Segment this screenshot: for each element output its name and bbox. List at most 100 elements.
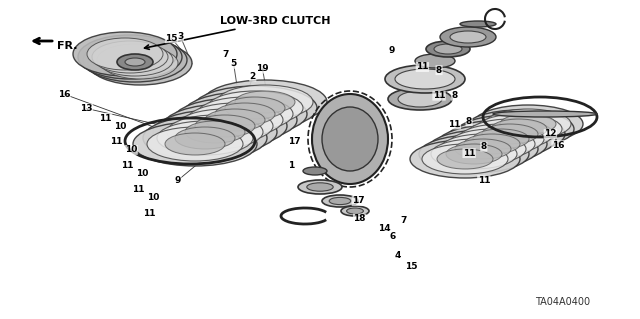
- Ellipse shape: [329, 197, 351, 204]
- Ellipse shape: [102, 47, 178, 79]
- Ellipse shape: [485, 109, 571, 139]
- Ellipse shape: [450, 31, 486, 43]
- Text: 7: 7: [222, 50, 228, 59]
- Text: 11: 11: [143, 209, 156, 218]
- Text: LOW-3RD CLUTCH: LOW-3RD CLUTCH: [145, 16, 330, 49]
- Ellipse shape: [203, 80, 327, 124]
- Ellipse shape: [464, 134, 520, 154]
- Ellipse shape: [322, 195, 358, 207]
- Text: 16: 16: [58, 90, 70, 99]
- Ellipse shape: [235, 91, 295, 113]
- Text: 16: 16: [552, 141, 564, 150]
- Ellipse shape: [225, 97, 285, 119]
- Ellipse shape: [215, 103, 275, 125]
- Ellipse shape: [482, 124, 538, 144]
- Ellipse shape: [143, 116, 267, 160]
- Text: 10: 10: [125, 145, 138, 154]
- Ellipse shape: [446, 120, 556, 158]
- Ellipse shape: [87, 38, 163, 70]
- Text: 1: 1: [288, 161, 294, 170]
- Ellipse shape: [303, 167, 327, 175]
- Ellipse shape: [307, 183, 333, 191]
- Ellipse shape: [500, 114, 556, 134]
- Text: 3: 3: [177, 32, 184, 41]
- Ellipse shape: [473, 105, 583, 143]
- Ellipse shape: [153, 110, 277, 154]
- Ellipse shape: [434, 44, 462, 54]
- Text: 11: 11: [121, 161, 134, 170]
- Text: 11: 11: [416, 63, 429, 71]
- Text: 8: 8: [481, 142, 487, 151]
- Text: 8: 8: [451, 91, 458, 100]
- Ellipse shape: [422, 144, 508, 174]
- Ellipse shape: [205, 109, 265, 131]
- Ellipse shape: [73, 32, 177, 76]
- Text: FR.: FR.: [57, 41, 77, 51]
- Ellipse shape: [83, 38, 187, 82]
- Text: 11: 11: [132, 185, 145, 194]
- Text: 10: 10: [136, 169, 148, 178]
- Text: 11: 11: [99, 114, 112, 122]
- Ellipse shape: [195, 115, 255, 137]
- Ellipse shape: [193, 86, 317, 130]
- Ellipse shape: [464, 110, 574, 148]
- Ellipse shape: [327, 159, 363, 169]
- Ellipse shape: [187, 103, 283, 137]
- Ellipse shape: [173, 98, 297, 142]
- Text: 2: 2: [250, 72, 256, 81]
- Text: 11: 11: [433, 91, 445, 100]
- Ellipse shape: [320, 156, 370, 172]
- Ellipse shape: [165, 133, 225, 155]
- Text: 9: 9: [175, 176, 181, 185]
- Ellipse shape: [415, 54, 455, 68]
- Ellipse shape: [388, 88, 452, 110]
- Ellipse shape: [476, 114, 562, 144]
- Ellipse shape: [183, 92, 307, 136]
- Ellipse shape: [163, 104, 287, 148]
- Ellipse shape: [455, 115, 565, 153]
- Ellipse shape: [449, 129, 535, 159]
- Ellipse shape: [467, 119, 553, 149]
- Ellipse shape: [455, 139, 511, 159]
- Text: 17: 17: [352, 197, 365, 205]
- Text: 17: 17: [288, 137, 301, 146]
- Ellipse shape: [347, 208, 364, 214]
- Ellipse shape: [491, 119, 547, 139]
- Ellipse shape: [125, 58, 145, 66]
- Ellipse shape: [117, 54, 153, 70]
- Text: 11: 11: [110, 137, 123, 146]
- Ellipse shape: [493, 111, 597, 117]
- Text: 18: 18: [353, 214, 366, 223]
- Ellipse shape: [446, 144, 502, 164]
- Text: 9: 9: [388, 46, 395, 55]
- Text: 19: 19: [256, 64, 269, 73]
- Ellipse shape: [177, 109, 273, 143]
- Ellipse shape: [167, 115, 263, 149]
- Text: 13: 13: [80, 104, 93, 113]
- Text: 11: 11: [448, 120, 461, 129]
- Text: 15: 15: [165, 34, 178, 43]
- Ellipse shape: [428, 130, 538, 168]
- Ellipse shape: [298, 180, 342, 194]
- Text: 4: 4: [395, 251, 401, 260]
- Text: 7: 7: [400, 216, 406, 225]
- Text: 11: 11: [477, 176, 490, 185]
- Ellipse shape: [398, 91, 442, 107]
- Text: 12: 12: [544, 130, 557, 138]
- Ellipse shape: [207, 91, 303, 125]
- Ellipse shape: [157, 121, 253, 155]
- Ellipse shape: [395, 69, 455, 89]
- Text: 15: 15: [405, 262, 418, 271]
- Ellipse shape: [92, 41, 168, 73]
- Ellipse shape: [473, 129, 529, 149]
- Text: 8: 8: [436, 66, 442, 75]
- Ellipse shape: [431, 139, 517, 169]
- Ellipse shape: [426, 41, 470, 57]
- Ellipse shape: [147, 127, 243, 161]
- Ellipse shape: [419, 135, 529, 173]
- Ellipse shape: [78, 35, 182, 79]
- Ellipse shape: [437, 149, 493, 169]
- Ellipse shape: [437, 125, 547, 163]
- Ellipse shape: [440, 134, 526, 164]
- Text: 6: 6: [390, 232, 396, 241]
